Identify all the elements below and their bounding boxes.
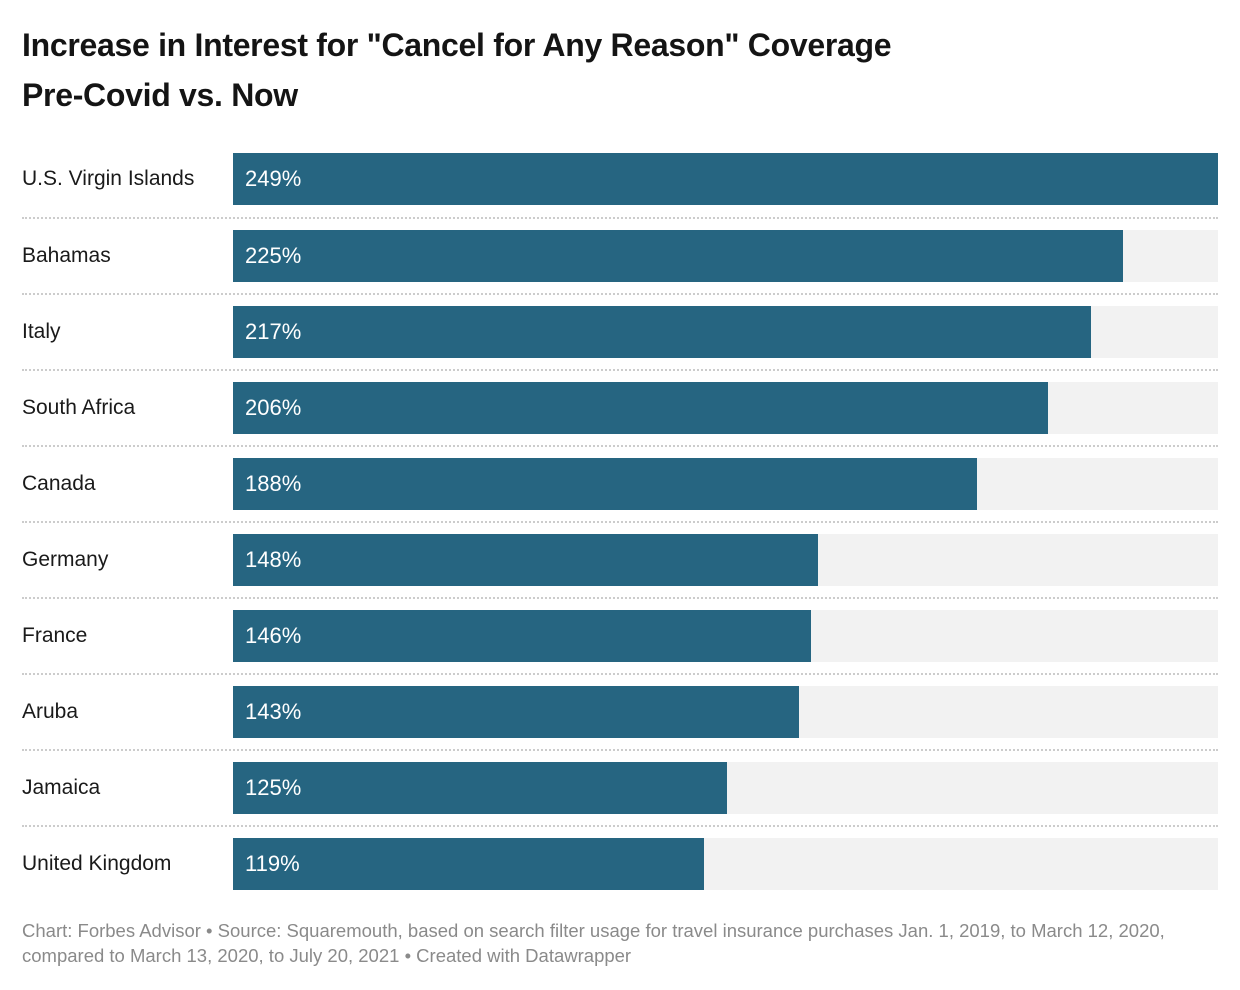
category-label: Jamaica [22,776,101,799]
bar-track: 249% [233,153,1218,205]
bar-track: 206% [233,382,1218,434]
bar: 249% [233,153,1218,205]
bar-value-label: 188% [245,471,302,496]
bar: 125% [233,762,728,814]
bar-row: Germany 148% [22,521,1218,597]
bar-row: U.S. Virgin Islands 249% [22,141,1218,217]
bar-value-label: 225% [245,243,302,268]
bar: 143% [233,686,799,738]
bar-track: 188% [233,458,1218,510]
bar: 188% [233,458,977,510]
bar-value-label: 143% [245,699,302,724]
category-label: South Africa [22,396,136,419]
bar-value-label: 148% [245,547,302,572]
bar: 217% [233,306,1092,358]
category-label: United Kingdom [22,852,172,875]
bar-track: 143% [233,686,1218,738]
bar-track: 146% [233,610,1218,662]
category-label: U.S. Virgin Islands [22,167,195,190]
bar-track: 217% [233,306,1218,358]
bar-value-label: 217% [245,319,302,344]
bar: 146% [233,610,811,662]
bar-value-label: 125% [245,775,302,800]
bar: 148% [233,534,819,586]
bar-row: South Africa 206% [22,369,1218,445]
bar-track: 148% [233,534,1218,586]
category-label: Germany [22,548,109,571]
category-label: Bahamas [22,244,111,267]
bar-row: Italy 217% [22,293,1218,369]
bar-value-label: 146% [245,623,302,648]
bar: 206% [233,382,1048,434]
chart-title-line1: Increase in Interest for "Cancel for Any… [22,27,892,63]
category-label: France [22,624,88,647]
bar-track: 125% [233,762,1218,814]
chart-title: Increase in Interest for "Cancel for Any… [22,20,1218,120]
chart-container: Increase in Interest for "Cancel for Any… [22,20,1218,966]
bar-track: 119% [233,838,1218,890]
bar-rows: U.S. Virgin Islands 249% Bahamas 225% Italy 2… [22,141,1218,901]
bar-row: United Kingdom 119% [22,825,1218,901]
bar-row: Aruba 143% [22,673,1218,749]
category-label: Italy [22,320,61,343]
bar-row: Jamaica 125% [22,749,1218,825]
bar-value-label: 206% [245,395,302,420]
bar-row: Bahamas 225% [22,217,1218,293]
category-label: Canada [22,472,96,495]
category-label: Aruba [22,700,79,723]
bar-row: Canada 188% [22,445,1218,521]
chart-footer: Chart: Forbes Advisor • Source: Squaremo… [22,920,1165,966]
bar: 225% [233,230,1124,282]
bar-value-label: 119% [245,851,300,876]
bar: 119% [233,838,704,890]
bar-track: 225% [233,230,1218,282]
bar-value-label: 249% [245,166,302,191]
chart-title-line2: Pre-Covid vs. Now [22,77,298,113]
bar-row: France 146% [22,597,1218,673]
